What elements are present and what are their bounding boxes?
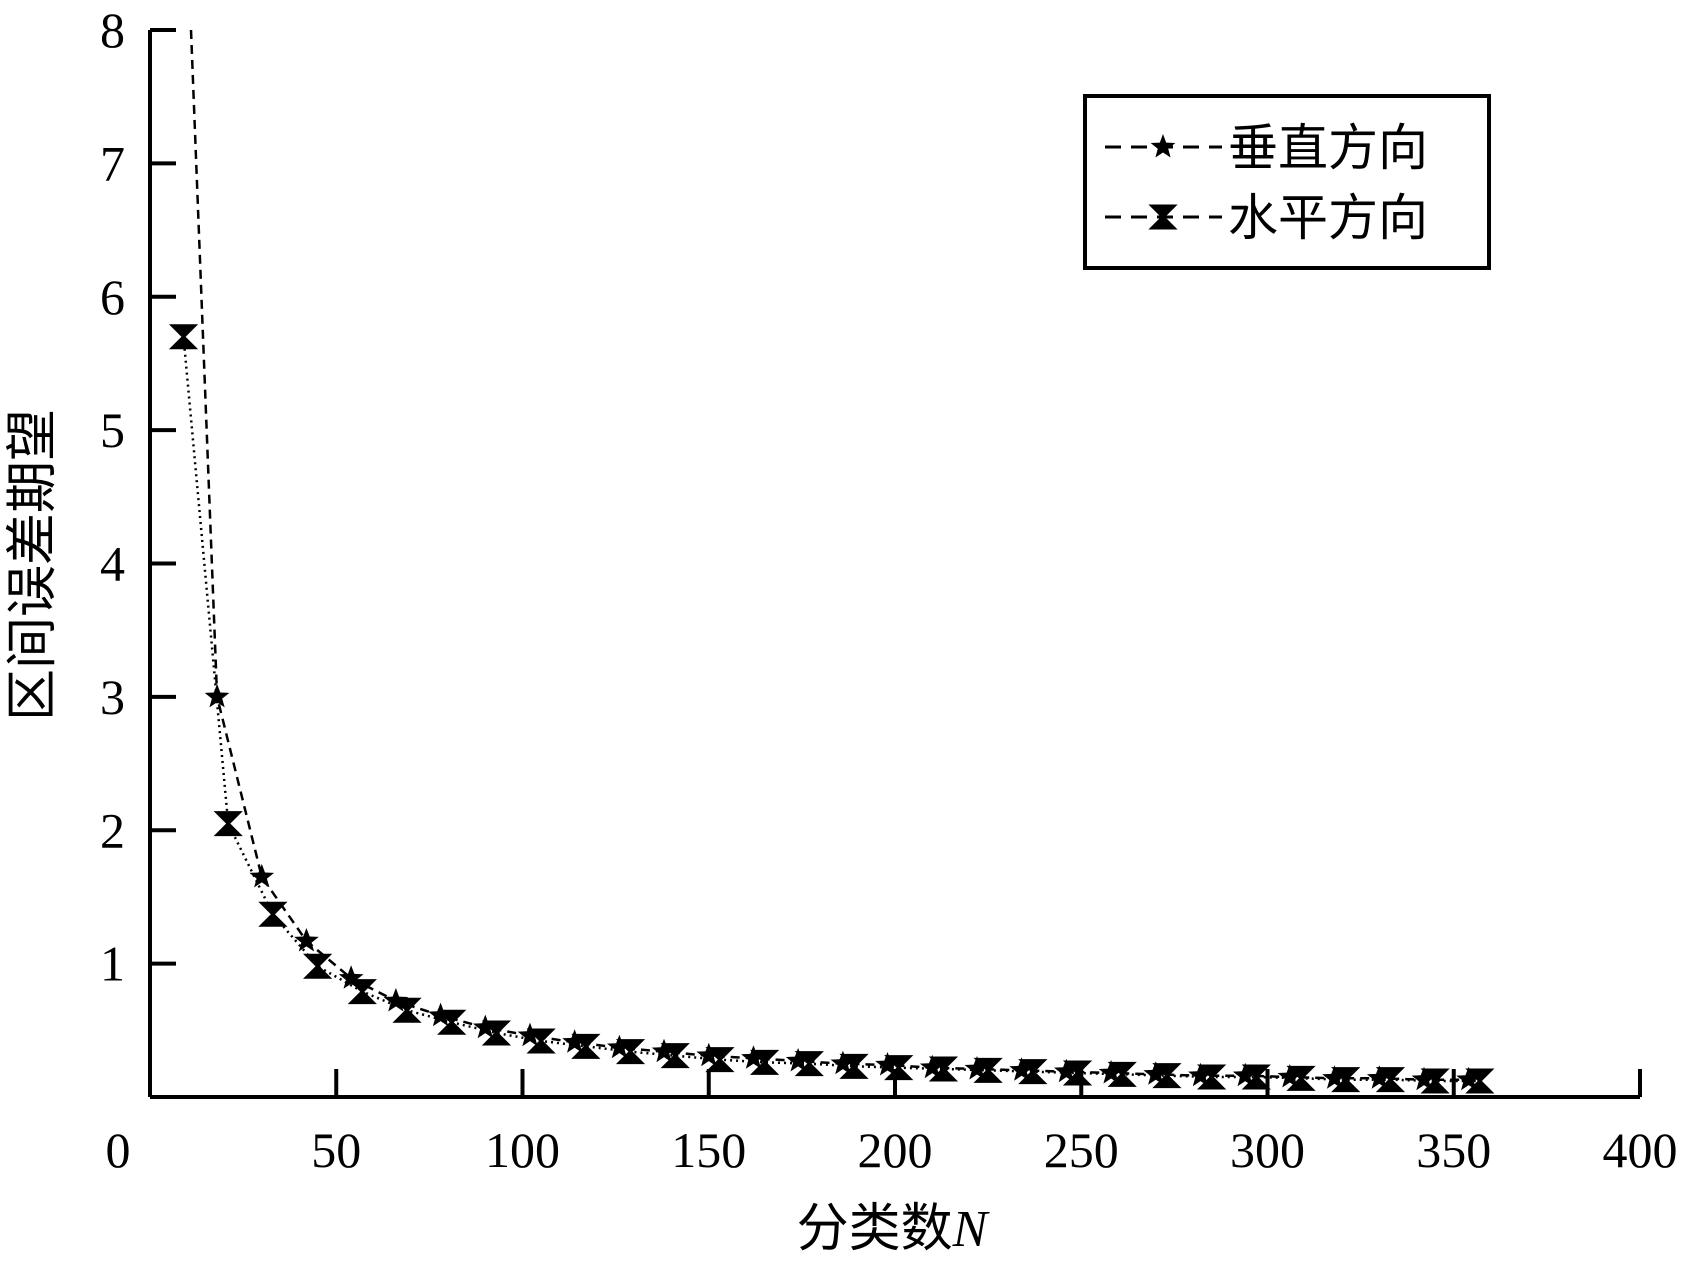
data-point — [472, 1014, 498, 1039]
data-point — [481, 1020, 512, 1046]
x-axis-title: 分类数N — [797, 1201, 991, 1258]
data-point — [615, 1039, 646, 1065]
data-point — [785, 1048, 811, 1072]
data-point — [437, 1009, 467, 1035]
data-point — [830, 1050, 856, 1075]
data-point — [1331, 1067, 1361, 1093]
data-point — [1018, 1059, 1048, 1085]
series-line — [189, 29, 1469, 1081]
data-point — [303, 953, 333, 979]
data-point — [1456, 1066, 1481, 1091]
data-point — [1322, 1065, 1347, 1089]
x-tick-label: 50 — [311, 1122, 361, 1178]
data-point — [741, 1045, 766, 1069]
x-axis-title-text: 分类数 — [797, 1201, 953, 1258]
data-point — [517, 1022, 543, 1047]
x-tick-label: 300 — [1230, 1122, 1305, 1178]
legend-box — [1083, 94, 1491, 270]
y-tick-label: 3 — [100, 669, 125, 725]
series-2 — [168, 324, 1495, 1094]
y-tick-label: 6 — [100, 269, 125, 325]
data-point — [973, 1057, 1003, 1083]
x-tick-label: 200 — [858, 1122, 933, 1178]
data-point — [347, 979, 377, 1005]
data-point — [1465, 1068, 1495, 1094]
data-point — [651, 1038, 677, 1063]
data-point — [1098, 1060, 1124, 1084]
data-point — [294, 928, 319, 952]
data-point — [1277, 1064, 1303, 1088]
data-point — [875, 1052, 900, 1076]
y-tick-label: 7 — [100, 135, 125, 191]
data-point — [1411, 1066, 1437, 1091]
data-point — [1188, 1062, 1213, 1087]
data-point — [1197, 1064, 1227, 1090]
data-point — [964, 1056, 990, 1080]
data-point — [696, 1042, 722, 1067]
data-point — [794, 1051, 824, 1077]
data-point — [526, 1028, 556, 1054]
data-point — [338, 965, 364, 989]
data-point — [607, 1034, 632, 1059]
y-axis-title: 区间误差期望 — [5, 409, 62, 721]
data-point — [1152, 1063, 1182, 1089]
data-point — [562, 1029, 587, 1053]
data-point — [1366, 1065, 1392, 1089]
data-point — [213, 811, 243, 837]
data-point — [928, 1056, 959, 1082]
x-tick-label: 150 — [671, 1122, 746, 1178]
data-point — [1232, 1062, 1258, 1087]
legend-label: 垂直方向 — [1228, 120, 1428, 176]
data-point — [249, 863, 275, 888]
legend-item: 水平方向 — [1105, 190, 1428, 246]
data-point — [1054, 1058, 1079, 1083]
x-axis-variable: N — [952, 1201, 991, 1258]
data-point — [1241, 1064, 1271, 1090]
x-tick-label: 400 — [1603, 1122, 1678, 1178]
data-point — [1107, 1061, 1137, 1087]
legend-marker — [1150, 134, 1176, 158]
y-tick-label: 5 — [100, 402, 125, 458]
data-point — [750, 1049, 780, 1075]
data-point — [1143, 1061, 1169, 1085]
legend-item: 垂直方向 — [1105, 120, 1428, 176]
legend-marker — [1148, 204, 1178, 230]
data-point — [839, 1053, 869, 1079]
y-tick-label: 8 — [100, 2, 125, 58]
x-tick-label: 100 — [485, 1122, 560, 1178]
data-point — [884, 1055, 914, 1081]
data-point — [1062, 1060, 1093, 1086]
legend-label: 水平方向 — [1228, 190, 1428, 246]
data-point — [392, 997, 422, 1023]
data-point — [571, 1033, 601, 1059]
data-point — [1420, 1068, 1450, 1094]
data-point — [1009, 1057, 1034, 1081]
data-point — [168, 324, 199, 350]
y-tick-label: 2 — [100, 802, 125, 858]
series-line — [182, 336, 1480, 1083]
y-tick-label: 4 — [100, 536, 125, 592]
data-point — [705, 1047, 735, 1073]
data-point — [1286, 1065, 1316, 1091]
data-point — [428, 1002, 453, 1027]
y-axis-ticks: 1 2 3 4 5 6 7 8 — [100, 2, 176, 992]
y-tick-label: 1 — [100, 936, 125, 992]
series-1 — [189, 29, 1481, 1091]
x-tick-label: 350 — [1416, 1122, 1491, 1178]
x-tick-label: 250 — [1044, 1122, 1119, 1178]
x-axis-ticks: 0 50 100 150 200 250 300 350 400 — [106, 1069, 1678, 1178]
x-tick-label: 0 — [106, 1122, 131, 1178]
series-layer — [168, 29, 1495, 1094]
data-point — [919, 1054, 945, 1079]
data-point — [1375, 1067, 1406, 1093]
data-point — [258, 901, 288, 927]
data-point — [660, 1043, 690, 1069]
